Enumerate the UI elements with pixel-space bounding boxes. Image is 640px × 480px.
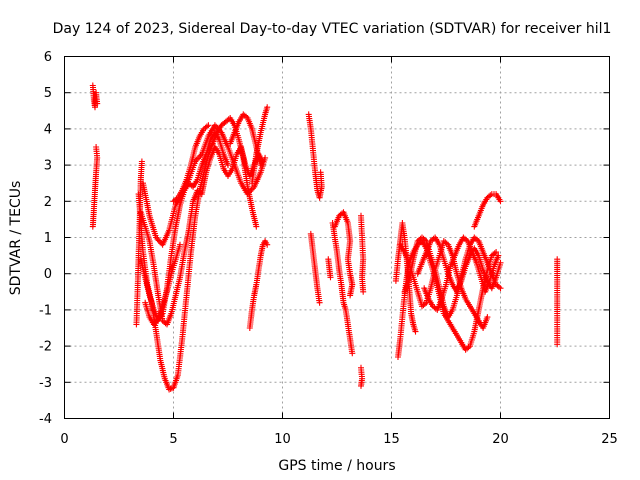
data-point-track [325,256,334,281]
x-axis-title: GPS time / hours [278,458,395,474]
y-axis-title: SDTVAR / TECUs [8,181,24,296]
x-tick-label: 25 [601,432,618,447]
data-point-track [414,234,504,295]
data-point-track [305,111,325,201]
y-tick-label: -2 [39,340,52,355]
data-points [89,82,561,393]
x-tick-label: 0 [60,432,68,447]
x-tick-label: 20 [492,432,509,447]
data-point-track [358,364,366,389]
y-tick-labels: -4 -3 -2 -1 0 1 2 3 4 5 6 [39,50,52,427]
x-tick-label: 5 [169,432,177,447]
axis-ticks [64,56,610,419]
data-point-track [471,191,504,230]
y-tick-label: -4 [39,412,52,427]
data-point-track [89,82,101,111]
data-point-track [307,230,323,306]
data-point-track [554,256,561,348]
x-tick-label: 10 [274,432,291,447]
y-tick-label: 0 [44,267,52,282]
data-point-track [329,220,356,357]
data-point-track [227,111,264,169]
y-tick-label: 2 [44,195,52,210]
y-tick-label: -3 [39,376,52,391]
data-point-track [421,234,502,313]
data-point-track [358,212,367,295]
data-point-track [246,238,271,331]
y-tick-label: 1 [44,231,52,246]
chart-title: Day 124 of 2023, Sidereal Day-to-day VTE… [53,21,612,37]
y-tick-label: -1 [39,303,52,318]
y-tick-label: 6 [44,50,52,65]
x-tick-labels: 0 5 10 15 20 25 [60,432,617,447]
data-point-track [142,241,183,328]
data-point-track [331,209,356,299]
data-point-track [170,122,212,205]
data-point-track [89,144,101,230]
y-tick-label: 4 [44,122,52,137]
x-tick-label: 15 [383,432,400,447]
y-tick-label: 5 [44,86,52,101]
y-tick-label: 3 [44,159,52,174]
